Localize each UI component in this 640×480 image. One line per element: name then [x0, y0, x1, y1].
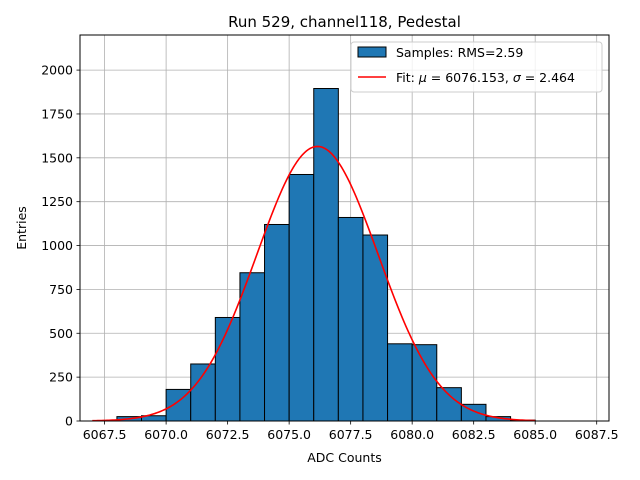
histogram-bar — [387, 343, 413, 422]
x-tick-label: 6087.5 — [575, 427, 619, 442]
histogram-bars — [116, 88, 536, 422]
y-tick-label: 0 — [65, 414, 73, 429]
fit-curve — [92, 145, 536, 422]
x-tick-label: 6082.5 — [452, 427, 496, 442]
legend-label-fit: Fit: μ = 6076.153, σ = 2.464 — [396, 70, 575, 85]
y-tick-label: 1000 — [41, 238, 73, 253]
histogram-bar — [362, 234, 389, 422]
x-tick-label: 6080.0 — [390, 427, 434, 442]
x-tick-label: 6085.0 — [513, 427, 557, 442]
histogram-bar — [190, 363, 216, 422]
histogram-bar — [337, 216, 364, 422]
x-tick-label: 6067.5 — [83, 427, 127, 442]
histogram-bar — [264, 223, 290, 422]
histogram-bar — [288, 173, 315, 422]
y-axis-ticks: 0 250 500 750 1000 1250 1500 1750 2000 — [41, 63, 80, 429]
y-tick-label: 1500 — [41, 150, 73, 165]
y-tick-label: 1750 — [41, 106, 73, 121]
x-tick-label: 6072.5 — [206, 427, 250, 442]
legend: Samples: RMS=2.59 Fit: μ = 6076.153, σ =… — [350, 41, 603, 93]
x-tick-label: 6075.0 — [267, 427, 311, 442]
histogram-bar — [436, 387, 462, 422]
histogram-bar — [239, 272, 266, 422]
legend-label-samples: Samples: RMS=2.59 — [396, 45, 523, 60]
chart-title: Run 529, channel118, Pedestal — [228, 13, 461, 31]
y-tick-label: 250 — [49, 370, 73, 385]
legend-fit-prefix: Fit: — [396, 70, 419, 85]
y-axis-label: Entries — [14, 206, 29, 250]
legend-fit-sigma-value: = 2.464 — [521, 70, 575, 85]
legend-fit-mu-symbol: μ — [418, 70, 427, 85]
histogram-bar — [214, 316, 241, 422]
y-tick-label: 750 — [49, 282, 73, 297]
y-tick-label: 500 — [49, 326, 73, 341]
y-tick-label: 1250 — [41, 194, 73, 209]
legend-swatch-samples — [357, 46, 387, 58]
x-tick-label: 6077.5 — [329, 427, 373, 442]
fit-curve-layer — [92, 145, 536, 422]
legend-fit-mu-value: = 6076.153, — [427, 70, 513, 85]
legend-box — [350, 41, 603, 93]
x-tick-label: 6070.0 — [144, 427, 188, 442]
histogram-bar — [411, 344, 438, 422]
legend-fit-sigma-symbol: σ — [513, 70, 522, 85]
histogram-bar — [313, 88, 339, 422]
x-axis-ticks: 6067.5 6070.0 6072.5 6075.0 6077.5 6080.0 6082… — [83, 421, 619, 442]
x-axis-label: ADC Counts — [307, 450, 382, 465]
plot-frame — [79, 34, 610, 422]
y-tick-label: 2000 — [41, 63, 73, 78]
